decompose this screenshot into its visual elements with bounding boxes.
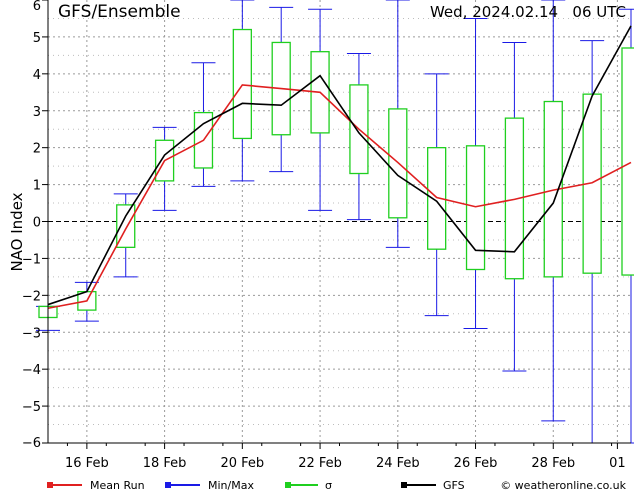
legend-label-mean-run: Mean Run bbox=[90, 479, 145, 490]
y-tick-label: 0 bbox=[33, 216, 41, 231]
grid bbox=[48, 0, 631, 443]
y-tick-label: 3 bbox=[33, 105, 41, 120]
y-tick-label: 5 bbox=[33, 31, 41, 46]
x-tick-label: 16 Feb bbox=[65, 456, 109, 471]
mean-run-line bbox=[47, 84, 632, 310]
y-axis-ticks: −6 −5 −4 −3 −2 −1 0 1 2 3 4 5 6 bbox=[22, 0, 48, 451]
legend: Mean Run Min/Max σ GFS © weatheronline.c… bbox=[47, 479, 627, 490]
legend-marker-min-max bbox=[165, 482, 171, 488]
legend-marker-sigma bbox=[285, 482, 291, 488]
legend-item-min-max: Min/Max bbox=[165, 479, 254, 490]
mean-run-series bbox=[47, 84, 632, 310]
chart-title-left: GFS/Ensemble bbox=[58, 2, 181, 22]
y-tick-label: 1 bbox=[33, 179, 41, 194]
x-tick-label: 01 bbox=[609, 456, 626, 471]
x-tick-label: 20 Feb bbox=[220, 456, 264, 471]
legend-label-min-max: Min/Max bbox=[208, 479, 254, 490]
sigma-box bbox=[427, 147, 447, 250]
legend-marker-gfs bbox=[401, 482, 407, 488]
x-axis-ticks: 16 Feb 18 Feb 20 Feb 22 Feb 24 Feb 26 Feb 28 F… bbox=[65, 443, 626, 471]
legend-item-gfs: GFS bbox=[401, 479, 465, 490]
chart-title-right: Wed, 2024.02.14 06 UTC bbox=[430, 3, 626, 21]
legend-label-sigma: σ bbox=[325, 479, 332, 490]
x-tick-label: 26 Feb bbox=[454, 456, 498, 471]
y-tick-label: −2 bbox=[22, 289, 41, 304]
sigma-box bbox=[232, 28, 252, 140]
y-tick-label: −4 bbox=[22, 363, 41, 378]
y-tick-label: 6 bbox=[33, 0, 41, 14]
gfs-line bbox=[47, 25, 632, 306]
legend-item-sigma: σ bbox=[285, 479, 332, 490]
credit-text: © weatheronline.co.uk bbox=[500, 479, 626, 490]
y-axis-label: NAO Index bbox=[8, 192, 26, 271]
x-tick-label: 18 Feb bbox=[143, 456, 187, 471]
legend-item-mean-run: Mean Run bbox=[47, 479, 145, 490]
legend-marker-mean-run bbox=[47, 482, 53, 488]
y-tick-label: −3 bbox=[22, 326, 41, 341]
y-tick-label: −1 bbox=[22, 252, 41, 267]
legend-label-gfs: GFS bbox=[443, 479, 465, 490]
sigma-box bbox=[504, 117, 525, 280]
x-tick-label: 22 Feb bbox=[298, 456, 342, 471]
x-tick-label: 24 Feb bbox=[376, 456, 420, 471]
sigma-box bbox=[465, 145, 486, 271]
gfs-series bbox=[47, 25, 632, 306]
sigma-box bbox=[621, 47, 634, 276]
y-tick-label: −6 bbox=[22, 436, 41, 451]
x-tick-label: 28 Feb bbox=[531, 456, 575, 471]
y-tick-label: 4 bbox=[33, 68, 41, 83]
y-tick-label: 2 bbox=[33, 142, 41, 157]
y-tick-label: −5 bbox=[22, 400, 41, 415]
